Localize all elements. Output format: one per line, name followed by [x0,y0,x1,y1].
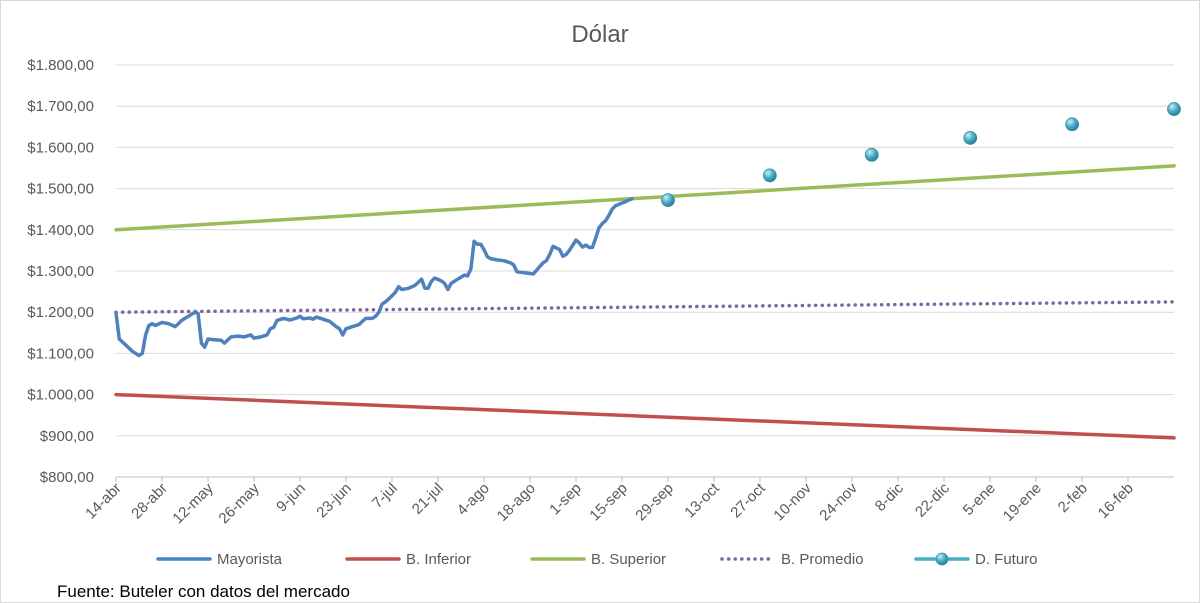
x-tick-label: 10-nov [770,479,815,524]
y-tick-label: $1.100,00 [27,345,94,362]
y-tick-label: $1.700,00 [27,98,94,115]
x-tick-label: 19-ene [1000,480,1045,525]
legend-marker-d-futuro [935,552,949,566]
series-point-d-futuro [661,193,675,208]
legend-label-mayorista: Mayorista [217,551,283,568]
x-tick-label: 24-nov [816,479,861,524]
x-tick-label: 2-feb [1055,480,1091,516]
y-tick-label: $1.400,00 [27,222,94,239]
series-point-d-futuro [864,147,879,162]
x-tick-label: 7-jul [369,480,401,512]
x-tick-label: 14-abr [82,480,125,523]
x-tick-label: 12-may [169,479,217,527]
x-tick-label: 9-jun [273,480,309,516]
series-line-b-superior [114,164,1176,232]
x-tick-label: 21-jul [409,480,447,518]
y-tick-label: $1.300,00 [27,263,94,280]
x-tick-label: 8-dic [872,479,907,514]
y-tick-label: $1.800,00 [27,57,94,74]
x-tick-label: 4-ago [454,480,493,519]
y-tick-label: $1.500,00 [27,181,94,198]
series-point-d-futuro [1167,102,1181,116]
x-tick-label: 15-sep [586,480,630,524]
legend-label-d-futuro: D. Futuro [975,551,1038,568]
y-tick-label: $900,00 [40,428,94,445]
y-tick-label: $1.000,00 [27,387,94,404]
series-point-d-futuro [762,168,777,183]
x-tick-label: 23-jun [313,480,355,522]
x-tick-label: 1-sep [546,480,585,519]
x-tick-label: 29-sep [632,480,676,524]
x-tick-label: 18-ago [494,480,539,525]
x-tick-label: 13-oct [681,479,723,521]
series-line-b-promedio [114,300,1176,314]
x-tick-label: 16-feb [1095,480,1137,522]
legend-label-b-superior: B. Superior [591,551,666,568]
x-tick-label: 22-dic [912,479,953,520]
source-note: Fuente: Buteler con datos del mercado [57,582,350,601]
x-tick-label: 28-abr [128,480,171,523]
series-line-b-inferior [114,392,1176,440]
x-tick-label: 26-may [215,479,263,527]
plot-series [114,102,1181,440]
y-axis-ticks: $800,00 $900,00 $1.000,00 $1.100,00 $1.200,0… [27,57,94,486]
y-tick-label: $1.600,00 [27,139,94,156]
series-point-d-futuro [963,131,978,145]
series-line-mayorista [114,197,634,358]
legend-label-b-promedio: B. Promedio [781,551,864,568]
x-tick-label: 27-oct [727,479,769,521]
series-point-d-futuro [1065,117,1080,132]
x-tick-label: 5-ene [960,480,999,519]
y-tick-label: $1.200,00 [27,304,94,321]
chart-title: Dólar [571,21,628,48]
legend-label-b-inferior: B. Inferior [406,551,471,568]
legend: Mayorista B. Inferior B. Superior B. Promed… [156,551,1038,568]
y-tick-label: $800,00 [40,469,94,486]
